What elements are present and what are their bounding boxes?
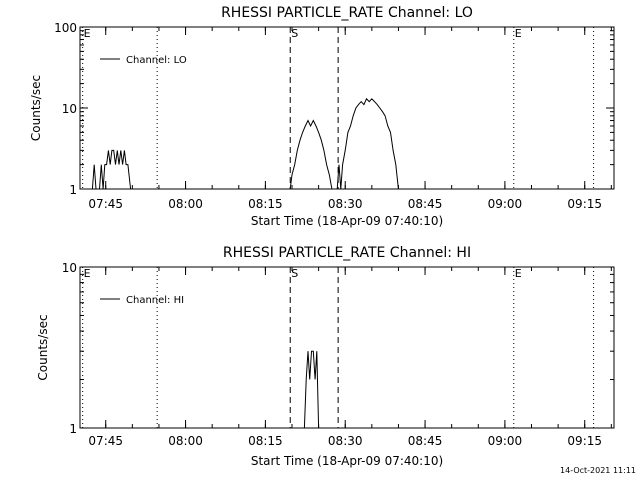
y-axis-label: Counts/sec xyxy=(36,314,50,380)
series-line xyxy=(301,350,321,429)
legend-label: Channel: HI xyxy=(126,295,184,306)
x-tick-label: 07:45 xyxy=(88,197,123,211)
x-tick-label: 09:15 xyxy=(567,434,602,448)
x-tick-label: 09:00 xyxy=(488,434,523,448)
chart-title: RHESSI PARTICLE_RATE Channel: LO xyxy=(221,5,473,21)
y-tick-label: 1 xyxy=(69,183,77,197)
x-tick-label: 09:15 xyxy=(567,197,602,211)
marker-label: E xyxy=(84,27,91,40)
x-tick-label: 08:00 xyxy=(168,434,203,448)
x-tick-label: 08:45 xyxy=(408,434,443,448)
x-tick-label: 08:30 xyxy=(328,434,363,448)
x-tick-label: 07:45 xyxy=(88,434,123,448)
x-axis-label: Start Time (18-Apr-09 07:40:10) xyxy=(251,214,443,228)
x-tick-label: 09:00 xyxy=(488,197,523,211)
plot-frame xyxy=(79,266,615,429)
chart-panel-hi: RHESSI PARTICLE_RATE Channel: HI 07:45 08:… xyxy=(36,245,615,468)
y-axis-label: Counts/sec xyxy=(29,75,43,141)
x-tick-label: 08:15 xyxy=(248,197,283,211)
y-tick-label: 10 xyxy=(62,261,77,275)
x-tick-label: 08:15 xyxy=(248,434,283,448)
x-tick-label: 08:45 xyxy=(408,197,443,211)
legend-label: Channel: LO xyxy=(126,55,187,66)
marker-label: E xyxy=(515,27,522,40)
plot-frame xyxy=(79,26,615,190)
chart-panel-lo: RHESSI PARTICLE_RATE Channel: LO 07:45 08:… xyxy=(29,5,615,228)
marker-label: S xyxy=(291,27,298,40)
y-tick-label: 1 xyxy=(69,422,77,436)
chart-title: RHESSI PARTICLE_RATE Channel: HI xyxy=(223,245,471,261)
series-line xyxy=(91,97,401,190)
y-tick-label: 100 xyxy=(54,21,77,35)
marker-label: E xyxy=(84,267,91,280)
footer-timestamp: 14-Oct-2021 11:11 xyxy=(560,466,636,475)
marker-label: S xyxy=(291,267,298,280)
marker-label: E xyxy=(515,267,522,280)
x-tick-label: 08:00 xyxy=(168,197,203,211)
y-tick-label: 10 xyxy=(62,102,77,116)
x-tick-label: 08:30 xyxy=(328,197,363,211)
x-axis-label: Start Time (18-Apr-09 07:40:10) xyxy=(251,454,443,468)
